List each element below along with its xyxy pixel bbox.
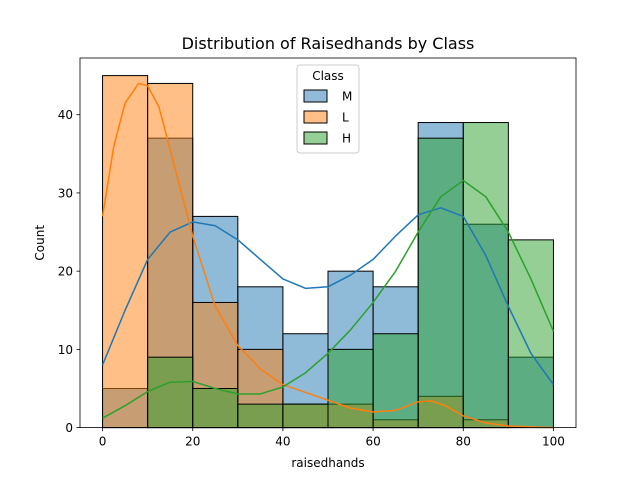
- y-axis: 0 10 20 30 40: [58, 108, 80, 435]
- y-axis-label: Count: [33, 225, 47, 261]
- histogram-bar-h: [147, 356, 194, 429]
- histogram-bar-h: [237, 403, 284, 429]
- kde-line-m: [101, 207, 555, 386]
- histogram-bar-h: [282, 403, 329, 429]
- histogram-bar-h: [417, 137, 464, 429]
- y-tick-label: 20: [58, 265, 73, 279]
- x-tick-label: 0: [99, 435, 107, 449]
- chart-title: Distribution of Raisedhands by Class: [182, 34, 475, 53]
- histogram-bar-h: [462, 122, 509, 429]
- histogram-bar-h: [192, 387, 239, 429]
- y-tick-label: 0: [65, 421, 73, 435]
- x-tick-label: 80: [456, 435, 471, 449]
- histogram-bar-h: [327, 348, 374, 429]
- y-tick-label: 30: [58, 186, 73, 200]
- legend-frame: [296, 64, 360, 154]
- legend-label-l: L: [342, 111, 349, 125]
- histogram-bar-l: [102, 75, 149, 429]
- x-tick-label: 100: [542, 435, 565, 449]
- kde-line-h: [102, 179, 555, 419]
- x-tick-label: 20: [185, 435, 200, 449]
- bars-layer: [102, 75, 554, 429]
- x-tick-label: 40: [275, 435, 290, 449]
- x-axis-label: raisedhands: [291, 456, 364, 470]
- y-tick-label: 40: [58, 108, 73, 122]
- y-tick-label: 10: [58, 343, 73, 357]
- x-tick-label: 60: [365, 435, 380, 449]
- legend-title: Class: [312, 69, 344, 83]
- legend: Class MLH: [296, 64, 360, 154]
- kde-line-l: [101, 82, 554, 429]
- legend-label-m: M: [342, 90, 352, 104]
- kde-layer: [101, 82, 555, 429]
- x-axis: 0 20 40 60 80 100: [99, 427, 565, 449]
- histogram-bar-h: [372, 333, 419, 429]
- legend-label-h: H: [342, 132, 351, 146]
- legend-swatch-l: [303, 110, 328, 124]
- legend-swatch-m: [303, 89, 328, 103]
- histogram-bar-h: [507, 239, 554, 429]
- legend-swatch-h: [303, 131, 328, 145]
- plot-frame: [79, 57, 577, 429]
